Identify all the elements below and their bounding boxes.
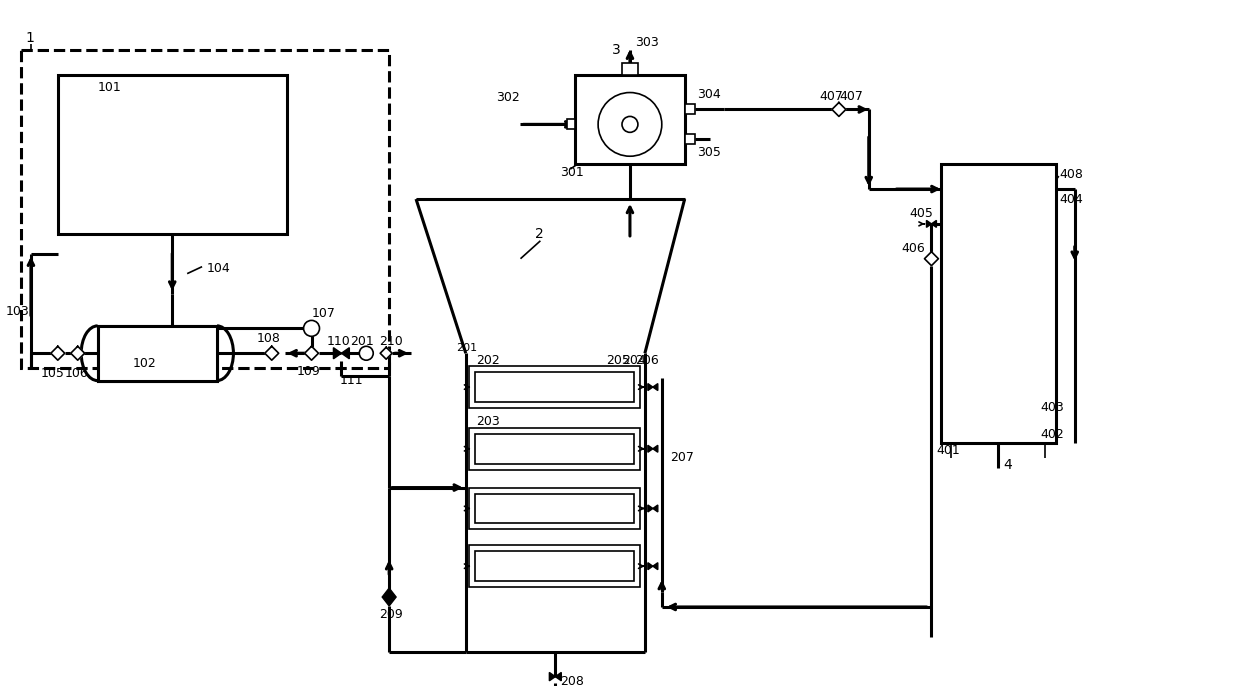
- Text: 303: 303: [635, 37, 658, 50]
- Text: 105: 105: [41, 367, 64, 380]
- Polygon shape: [652, 445, 657, 452]
- Text: 102: 102: [133, 357, 156, 370]
- Text: 406: 406: [901, 243, 925, 255]
- Text: 101: 101: [98, 81, 122, 94]
- Text: 210: 210: [379, 335, 403, 348]
- Bar: [58, 74, 286, 234]
- Polygon shape: [381, 347, 392, 359]
- Text: 1: 1: [25, 31, 33, 45]
- Circle shape: [598, 92, 662, 156]
- Circle shape: [622, 116, 637, 132]
- Text: 201: 201: [456, 343, 477, 353]
- Polygon shape: [925, 251, 939, 266]
- Bar: [98, 327, 217, 381]
- Text: 103: 103: [6, 305, 30, 318]
- Text: 305: 305: [697, 146, 720, 158]
- Text: 3: 3: [613, 43, 621, 56]
- Bar: [567, 119, 575, 130]
- Circle shape: [304, 320, 320, 336]
- Text: 201: 201: [351, 335, 374, 348]
- Text: 202: 202: [476, 353, 500, 367]
- Text: 4: 4: [1003, 457, 1012, 472]
- Text: 405: 405: [910, 207, 934, 220]
- Text: 205: 205: [606, 353, 630, 367]
- Bar: [469, 545, 640, 587]
- Text: 407: 407: [818, 90, 843, 103]
- Text: 108: 108: [257, 332, 280, 344]
- Bar: [575, 74, 684, 164]
- Polygon shape: [652, 505, 657, 512]
- Polygon shape: [549, 672, 556, 681]
- Text: 110: 110: [326, 335, 350, 348]
- Bar: [469, 428, 640, 470]
- Polygon shape: [556, 672, 562, 681]
- Text: 304: 304: [697, 88, 720, 101]
- Circle shape: [360, 347, 373, 360]
- Text: 109: 109: [296, 364, 320, 378]
- Bar: [475, 493, 634, 524]
- Text: 407: 407: [839, 90, 863, 103]
- Text: 106: 106: [64, 367, 88, 380]
- Text: 204: 204: [622, 353, 646, 367]
- Bar: [941, 164, 1055, 443]
- Polygon shape: [51, 347, 64, 360]
- Polygon shape: [382, 588, 396, 606]
- Polygon shape: [926, 220, 931, 227]
- Polygon shape: [652, 384, 657, 391]
- Text: 203: 203: [476, 415, 500, 429]
- Bar: [469, 366, 640, 408]
- Bar: [475, 372, 634, 402]
- Text: 2: 2: [536, 227, 544, 241]
- Bar: [475, 434, 634, 464]
- Polygon shape: [647, 384, 652, 391]
- Text: 408: 408: [1060, 167, 1084, 181]
- Polygon shape: [341, 348, 350, 359]
- Bar: [684, 134, 694, 144]
- Text: 209: 209: [379, 608, 403, 621]
- Text: 403: 403: [1040, 402, 1064, 415]
- Text: 111: 111: [340, 373, 363, 387]
- Polygon shape: [647, 445, 652, 452]
- Polygon shape: [931, 220, 936, 227]
- Polygon shape: [305, 347, 319, 360]
- Text: 301: 301: [560, 165, 584, 178]
- Text: 404: 404: [1060, 192, 1084, 205]
- Polygon shape: [832, 103, 846, 116]
- Text: 207: 207: [670, 451, 693, 464]
- Text: 206: 206: [635, 353, 658, 367]
- Text: 107: 107: [311, 307, 335, 320]
- Bar: [622, 63, 637, 74]
- Text: 402: 402: [1040, 429, 1064, 442]
- Bar: [98, 327, 217, 381]
- Polygon shape: [652, 563, 657, 570]
- Polygon shape: [265, 347, 279, 360]
- Text: 401: 401: [936, 444, 960, 457]
- Polygon shape: [647, 505, 652, 512]
- Bar: [469, 488, 640, 529]
- Bar: [21, 50, 389, 368]
- Polygon shape: [647, 563, 652, 570]
- Bar: [684, 105, 694, 114]
- Polygon shape: [334, 348, 341, 359]
- Text: 302: 302: [496, 91, 520, 104]
- Text: 104: 104: [207, 262, 231, 275]
- Bar: [475, 551, 634, 581]
- Polygon shape: [71, 347, 84, 360]
- Text: 208: 208: [560, 675, 584, 688]
